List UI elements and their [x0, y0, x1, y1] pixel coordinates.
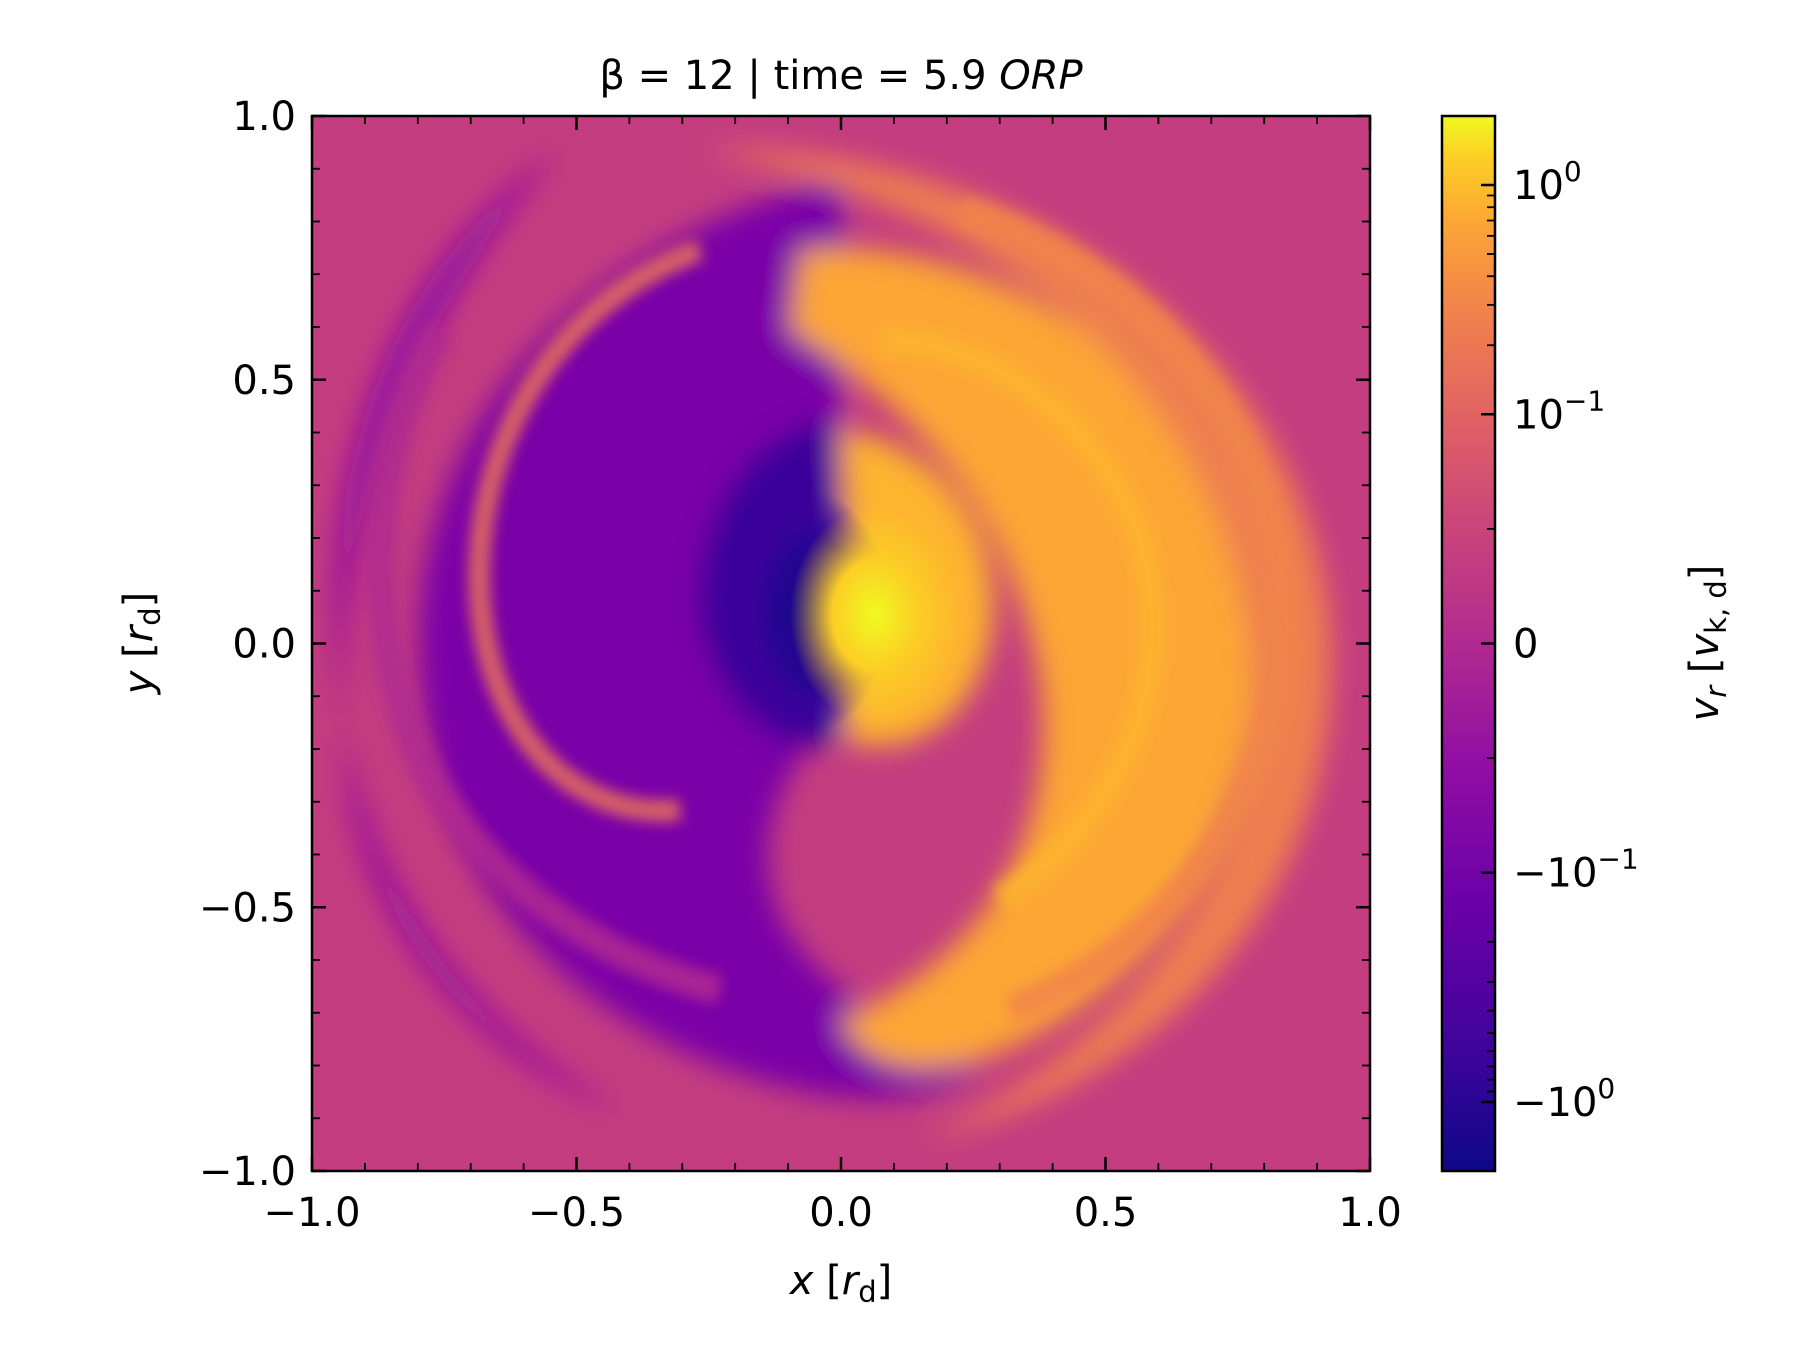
x-axis: −1.0 −0.5 0.0 0.5 1.0 [263, 116, 1402, 1236]
y-tick-label: −1.0 [199, 1149, 296, 1195]
negative-lobe [419, 180, 980, 1099]
x-axis-label: x [rd] [788, 1258, 892, 1309]
y-tick-label: 0.0 [232, 622, 296, 668]
spiral-arm-4 [956, 196, 1297, 1023]
y-tick-label: −0.5 [199, 885, 296, 931]
x-tick-label: −0.5 [528, 1190, 625, 1236]
colorbar-tick-label: −10−1 [1513, 843, 1639, 897]
core-positive [790, 505, 960, 725]
x-tick-label: 0.5 [1074, 1190, 1138, 1236]
colorbar-label: vr [vk, d] [1682, 565, 1733, 722]
positive-lobe-outer [700, 149, 1332, 1141]
spiral-arm-2 [879, 327, 1166, 911]
y-tick-label: 1.0 [232, 94, 296, 140]
positive-lobe [790, 248, 1255, 1068]
heatmap-field [312, 116, 1370, 1171]
y-tick-label: 0.5 [232, 358, 296, 404]
colorbar-ticks: 100 10−1 0 −10−1 −100 [1481, 115, 1639, 1172]
x-tick-label: 1.0 [1338, 1190, 1402, 1236]
y-axis: −1.0 −0.5 0.0 0.5 1.0 [199, 94, 1370, 1195]
x-tick-label: 0.0 [809, 1190, 873, 1236]
colorbar-tick-label: 0 [1513, 622, 1538, 668]
spiral-arm-1 [468, 239, 704, 822]
colorbar-tick-label: 10−1 [1513, 384, 1605, 438]
colorbar-tick-label: 100 [1513, 155, 1582, 209]
spiral-arm-3 [365, 322, 724, 1005]
chart-title: β = 12 | time = 5.9 ORP [599, 53, 1083, 99]
y-axis-label: y [rd] [116, 592, 167, 695]
colorbar-tick-label: −100 [1513, 1072, 1615, 1126]
x-tick-label: −1.0 [263, 1190, 360, 1236]
